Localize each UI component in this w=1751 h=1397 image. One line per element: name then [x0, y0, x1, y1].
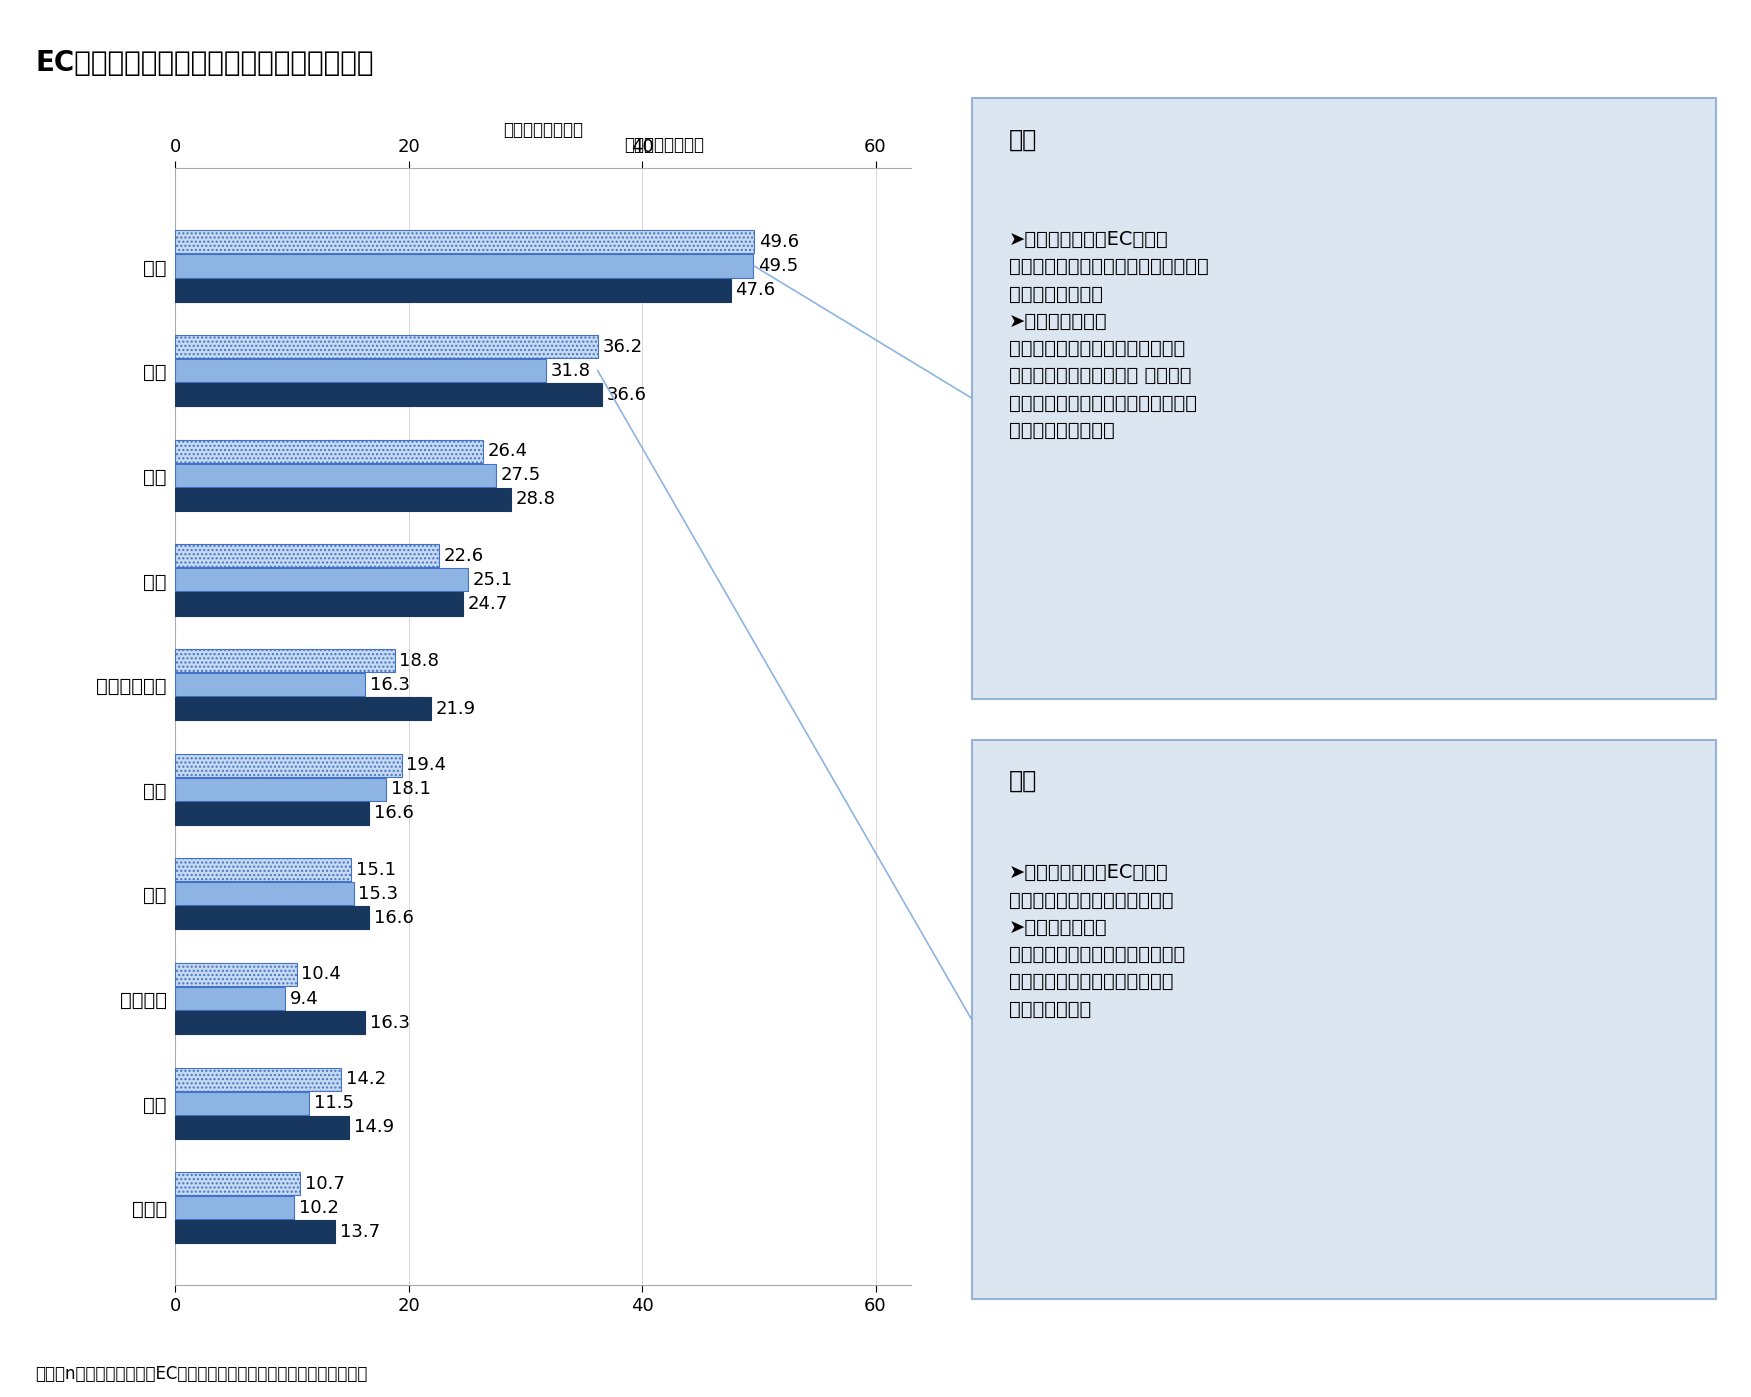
Text: 10.7: 10.7 — [305, 1175, 345, 1193]
Text: 36.2: 36.2 — [602, 338, 643, 356]
Text: 14.9: 14.9 — [354, 1118, 394, 1136]
Bar — [175, 383, 602, 407]
Bar — [175, 802, 369, 824]
Text: 49.6: 49.6 — [758, 233, 798, 251]
Text: 中国: 中国 — [1009, 129, 1037, 152]
Bar — [175, 592, 464, 616]
Text: 49.5: 49.5 — [758, 257, 798, 275]
Text: 26.4: 26.4 — [489, 443, 529, 460]
Text: 9.4: 9.4 — [289, 989, 319, 1007]
Text: 31.8: 31.8 — [552, 362, 592, 380]
Bar — [175, 988, 285, 1010]
Text: 28.8: 28.8 — [517, 490, 557, 509]
Bar — [175, 1116, 348, 1139]
Bar — [175, 778, 387, 800]
Text: 16.3: 16.3 — [369, 1014, 410, 1031]
Bar — [175, 753, 401, 777]
Text: 36.6: 36.6 — [608, 386, 648, 404]
Text: （複数回答、％）: （複数回答、％） — [625, 136, 704, 154]
Text: 22.6: 22.6 — [443, 546, 483, 564]
Text: 27.5: 27.5 — [501, 467, 541, 485]
Text: 25.1: 25.1 — [473, 571, 513, 590]
Bar — [175, 335, 597, 358]
Text: 24.7: 24.7 — [468, 595, 508, 613]
Text: 16.6: 16.6 — [373, 909, 413, 928]
Bar — [175, 359, 546, 383]
Text: 21.9: 21.9 — [436, 700, 476, 718]
Bar — [175, 963, 296, 986]
Bar — [175, 883, 354, 905]
Bar — [175, 569, 468, 591]
Bar — [175, 488, 511, 511]
Bar — [175, 440, 483, 462]
Text: ➤　使用する主なECサイト
　　自社サイト、アリババ、天猫、淘
　　宝、京東など
➤　主な販売商品
　　飲食料品（酒、菓子等）、化
　　粧品、衣料品、雑貨 、機: ➤ 使用する主なECサイト 自社サイト、アリババ、天猫、淘 宝、京東など ➤ 主… — [1009, 231, 1208, 440]
Bar — [175, 1196, 294, 1220]
Bar — [175, 464, 496, 486]
Bar — [175, 231, 755, 253]
Bar — [175, 545, 440, 567]
Bar — [175, 907, 369, 929]
Text: 10.2: 10.2 — [299, 1199, 338, 1217]
Text: 13.7: 13.7 — [340, 1222, 380, 1241]
Bar — [175, 1067, 341, 1091]
Bar — [175, 1172, 299, 1196]
Text: ➤　使用する主なECサイト
　　自社サイト、アマゾンなど
➤　主な販売商品
　　飲食料品（茶、米製品等）、
　　化粧品、衣料品、機器・機
　　械、雑貨等: ➤ 使用する主なECサイト 自社サイト、アマゾンなど ➤ 主な販売商品 飲食料品… — [1009, 863, 1185, 1018]
Text: 18.8: 18.8 — [399, 651, 440, 669]
Text: 15.3: 15.3 — [359, 884, 399, 902]
Text: ECによる海外販売先（全体）上位国・地域: ECによる海外販売先（全体）上位国・地域 — [35, 49, 373, 77]
Bar — [175, 1221, 334, 1243]
Bar — [175, 650, 394, 672]
X-axis label: （複数回答、％）: （複数回答、％） — [503, 122, 583, 140]
Text: 米国: 米国 — [1009, 768, 1037, 792]
Text: 18.1: 18.1 — [390, 781, 431, 798]
Text: 11.5: 11.5 — [313, 1094, 354, 1112]
Text: 16.6: 16.6 — [373, 805, 413, 823]
Bar — [175, 1011, 366, 1034]
Bar — [175, 673, 366, 696]
Text: 47.6: 47.6 — [735, 281, 776, 299]
Bar — [175, 278, 730, 302]
Text: 15.1: 15.1 — [355, 861, 396, 879]
Bar — [175, 697, 431, 721]
Text: 10.4: 10.4 — [301, 965, 341, 983]
Bar — [175, 858, 352, 882]
Bar — [175, 1091, 310, 1115]
Text: 〔注〕nは海外向け販売でECを利用したことがあると回答した企業数。: 〔注〕nは海外向け販売でECを利用したことがあると回答した企業数。 — [35, 1365, 368, 1383]
Text: 14.2: 14.2 — [345, 1070, 385, 1088]
Legend: 2016年度
（n＝345）, 2018年度
（n＝541）, 2020年度
（n＝590）: 2016年度 （n＝345）, 2018年度 （n＝541）, 2020年度 （… — [1033, 1123, 1159, 1277]
Bar — [175, 254, 753, 278]
Text: 16.3: 16.3 — [369, 676, 410, 693]
Text: 19.4: 19.4 — [406, 756, 447, 774]
